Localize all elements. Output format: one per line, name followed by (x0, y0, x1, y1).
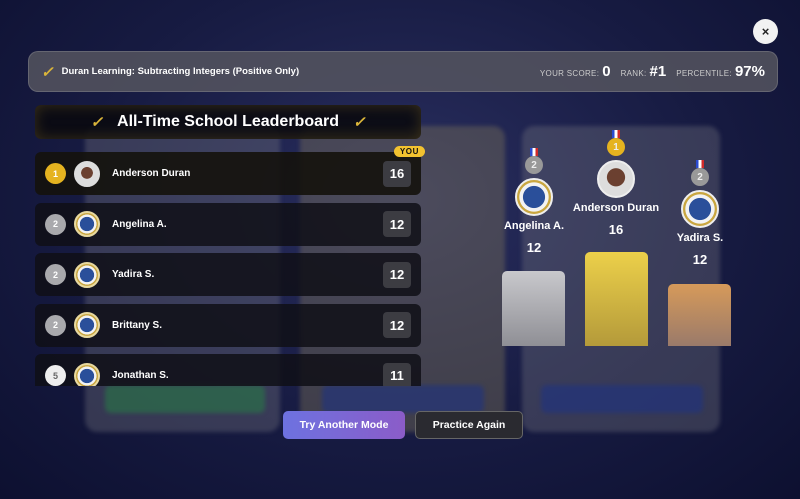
student-score: 12 (383, 261, 411, 288)
ribbon-icon (696, 160, 704, 168)
student-name: Brittany S. (112, 319, 163, 331)
close-button[interactable]: × (753, 19, 778, 44)
podium-score: 12 (692, 252, 708, 267)
student-name: Jonathan S. (112, 370, 169, 381)
avatar (74, 362, 100, 386)
background-button (105, 385, 265, 413)
rank-medal-badge: 2 (45, 264, 66, 285)
podium-second: 2 Angelina A. 12 (494, 148, 574, 255)
silver-medal-icon: 2 (691, 168, 709, 186)
student-name: Angelina A. (112, 218, 167, 230)
leaderboard-row[interactable]: 5 Jonathan S. 11 (35, 354, 421, 386)
podium-name: Anderson Duran (572, 202, 660, 214)
leaderboard-header: ✓ All-Time School Leaderboard ✓ (35, 105, 421, 139)
gold-medal-icon: 1 (607, 138, 625, 156)
score-label: YOUR SCORE: (539, 68, 600, 78)
student-name: Anderson Duran (112, 168, 191, 179)
ribbon-icon (530, 148, 538, 156)
leaderboard-title: All-Time School Leaderboard (117, 113, 339, 130)
podium-score: 16 (608, 222, 624, 237)
student-score: 12 (383, 211, 411, 237)
you-badge: YOU (393, 146, 425, 157)
percentile-label: PERCENTILE: (676, 68, 732, 78)
rank-medal-badge: 2 (45, 213, 66, 235)
score-value: 0 (602, 62, 611, 80)
leaderboard-row[interactable]: 2 Yadira S. 12 (35, 253, 421, 296)
avatar (515, 178, 553, 216)
practice-again-button[interactable]: Practice Again (415, 411, 523, 439)
student-name: Yadira S. (112, 269, 155, 280)
rank-label: RANK: (620, 68, 647, 78)
podium-third: 2 Yadira S. 12 (660, 160, 740, 267)
leaderboard-list[interactable]: 1 Anderson Duran 16 YOU 2 Angelina A. 12… (35, 145, 427, 386)
leaderboard-row[interactable]: 1 Anderson Duran 16 YOU (35, 146, 425, 195)
podium-name: Yadira S. (676, 232, 724, 244)
avatar (597, 160, 635, 198)
lesson-title: Duran Learning: Subtracting Integers (Po… (61, 66, 300, 77)
podium-name: Angelina A. (503, 220, 565, 232)
student-score: 16 (383, 160, 411, 187)
checkmark-icon: ✓ (90, 114, 104, 131)
ribbon-icon (612, 130, 620, 138)
rank-value: #1 (649, 62, 667, 80)
rank-medal-badge: 2 (45, 314, 66, 336)
background-button (541, 385, 703, 413)
percentile-value: 97% (734, 62, 765, 80)
podium-bar-first (585, 252, 648, 346)
leaderboard-row[interactable]: 2 Brittany S. 12 (35, 303, 421, 347)
podium-first: 1 Anderson Duran 16 (566, 130, 666, 237)
avatar (74, 211, 100, 237)
leaderboard-row[interactable]: 2 Angelina A. 12 (35, 202, 421, 246)
avatar (74, 312, 100, 338)
student-score: 12 (383, 312, 411, 338)
checkmark-icon: ✓ (41, 63, 54, 81)
silver-medal-icon: 2 (525, 156, 543, 174)
try-another-mode-button[interactable]: Try Another Mode (283, 411, 405, 439)
score-stats: YOUR SCORE: 0 RANK: #1 PERCENTILE: 97% (540, 63, 765, 81)
podium-score: 12 (526, 240, 542, 255)
student-score: 11 (383, 362, 411, 386)
avatar (74, 261, 100, 288)
results-header: ✓ Duran Learning: Subtracting Integers (… (28, 51, 778, 92)
avatar (681, 190, 719, 228)
checkmark-icon: ✓ (352, 114, 366, 131)
podium-bar-second (502, 271, 565, 346)
rank-badge: 5 (45, 365, 66, 386)
background-button (322, 385, 484, 413)
avatar (74, 160, 100, 187)
podium-bar-third (668, 284, 731, 346)
rank-medal-badge: 1 (45, 163, 66, 184)
